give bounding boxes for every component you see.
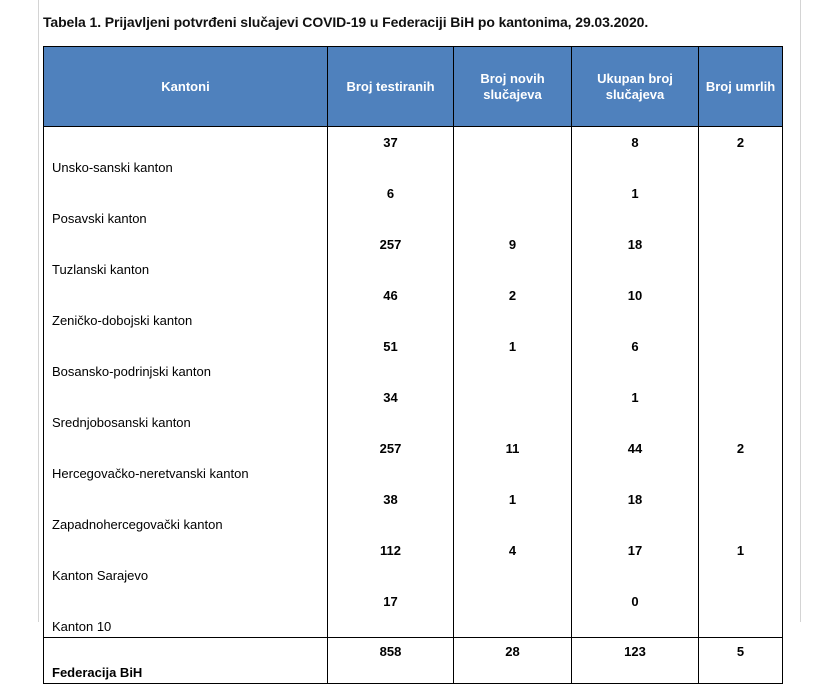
canton-name: Posavski kanton [43,178,328,229]
canton-name: Tuzlanski kanton [43,229,328,280]
table-row: Zeničko-dobojski kanton 46 2 10 [43,280,783,331]
total-label: Federacija BiH [43,637,328,684]
canton-name: Kanton Sarajevo [43,535,328,586]
deaths-count [698,586,783,638]
canton-name: Kanton 10 [43,586,328,638]
page-border-right [800,0,801,622]
total-cases-count: 44 [571,433,699,484]
tested-count: 51 [327,331,454,382]
covid-cases-table: Kantoni Broj testiranih Broj novih sluča… [43,46,783,684]
new-cases-count [453,586,572,638]
new-cases-count [453,126,572,178]
canton-name: Zeničko-dobojski kanton [43,280,328,331]
new-cases-count: 1 [453,484,572,535]
total-row: Federacija BiH 858 28 123 5 [43,637,783,684]
deaths-count [698,331,783,382]
new-cases-count: 1 [453,331,572,382]
new-cases-count [453,178,572,229]
total-cases-count: 10 [571,280,699,331]
table-row: Kanton 10 17 0 [43,586,783,638]
canton-name: Bosansko-podrinjski kanton [43,331,328,382]
header-kantoni: Kantoni [43,46,328,127]
table-row: Posavski kanton 6 1 [43,178,783,229]
deaths-count: 1 [698,535,783,586]
table-row: Tuzlanski kanton 257 9 18 [43,229,783,280]
tested-count: 37 [327,126,454,178]
total-cases-count: 18 [571,229,699,280]
table-row: Srednjobosanski kanton 34 1 [43,382,783,433]
canton-name: Unsko-sanski kanton [43,126,328,178]
new-cases-count: 2 [453,280,572,331]
total-cases-count: 6 [571,331,699,382]
new-cases-count: 11 [453,433,572,484]
total-cases-count: 8 [571,126,699,178]
total-cases-count: 1 [571,382,699,433]
tested-count: 38 [327,484,454,535]
canton-name: Hercegovačko-neretvanski kanton [43,433,328,484]
total-deaths-count: 5 [698,637,783,684]
table-row: Kanton Sarajevo 112 4 17 1 [43,535,783,586]
new-cases-count [453,382,572,433]
total-tested-count: 858 [327,637,454,684]
canton-name: Srednjobosanski kanton [43,382,328,433]
canton-name: Zapadnohercegovački kanton [43,484,328,535]
table-row: Unsko-sanski kanton 37 8 2 [43,126,783,178]
total-new-cases-count: 28 [453,637,572,684]
header-broj-umrlih: Broj umrlih [698,46,783,127]
table-row: Zapadnohercegovački kanton 38 1 18 [43,484,783,535]
tested-count: 17 [327,586,454,638]
total-cases-count: 17 [571,535,699,586]
tested-count: 257 [327,229,454,280]
header-broj-testiranih: Broj testiranih [327,46,454,127]
total-cases-sum: 123 [571,637,699,684]
deaths-count [698,280,783,331]
tested-count: 6 [327,178,454,229]
new-cases-count: 4 [453,535,572,586]
new-cases-count: 9 [453,229,572,280]
deaths-count: 2 [698,126,783,178]
total-cases-count: 0 [571,586,699,638]
deaths-count [698,229,783,280]
table-row: Bosansko-podrinjski kanton 51 1 6 [43,331,783,382]
tested-count: 112 [327,535,454,586]
deaths-count [698,484,783,535]
table-caption: Tabela 1. Prijavljeni potvrđeni slučajev… [43,14,649,30]
tested-count: 34 [327,382,454,433]
deaths-count: 2 [698,433,783,484]
header-ukupan-broj-slucajeva: Ukupan broj slučajeva [571,46,699,127]
total-cases-count: 1 [571,178,699,229]
header-broj-novih-slucajeva: Broj novih slučajeva [453,46,572,127]
page-border-left [38,0,39,622]
total-cases-count: 18 [571,484,699,535]
deaths-count [698,382,783,433]
tested-count: 46 [327,280,454,331]
table-header-row: Kantoni Broj testiranih Broj novih sluča… [43,46,783,127]
tested-count: 257 [327,433,454,484]
table-row: Hercegovačko-neretvanski kanton 257 11 4… [43,433,783,484]
deaths-count [698,178,783,229]
